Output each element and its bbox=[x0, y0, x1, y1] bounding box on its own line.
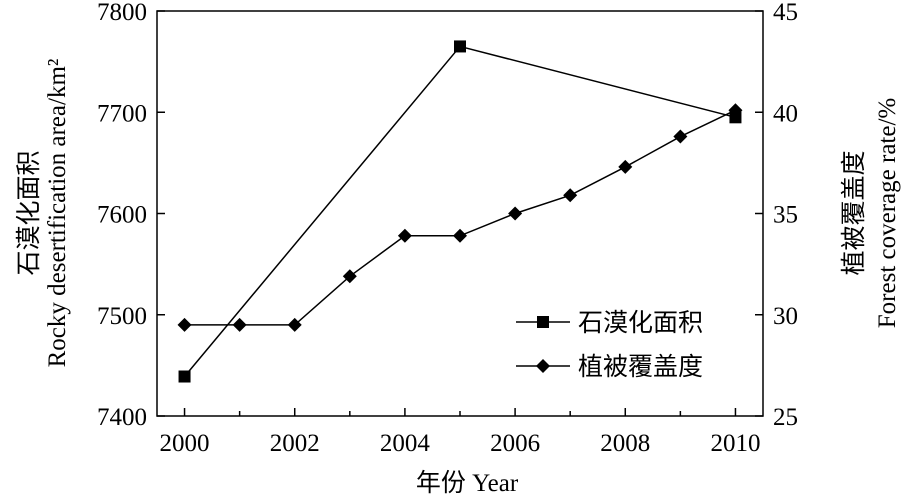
left-axis-title-en: Rocky desertification area/km² bbox=[44, 59, 71, 368]
data-point-diamond bbox=[177, 317, 192, 332]
data-point-diamond bbox=[728, 103, 743, 118]
y-left-tick-label: 7600 bbox=[97, 202, 147, 229]
y-left-tick-label: 7800 bbox=[97, 0, 147, 26]
x-tick-label: 2000 bbox=[160, 430, 210, 457]
legend-marker-diamond bbox=[536, 359, 550, 373]
ticks: 2000 2002 2004 2006 2008 2010 7400 7500 7600 7700… bbox=[97, 0, 798, 457]
left-axis-title-cn: 石漠化面积 bbox=[15, 150, 43, 275]
series-line-coverage bbox=[184, 109, 736, 326]
x-tick-label: 2008 bbox=[600, 430, 650, 457]
legend-item-coverage: 植被覆盖度 bbox=[516, 353, 703, 381]
right-axis-title: 植被覆盖度 Forest coverage rate/% bbox=[840, 98, 901, 328]
data-point-diamond bbox=[508, 206, 523, 221]
data-point-diamond bbox=[673, 129, 688, 144]
y-right-tick-label: 25 bbox=[773, 404, 798, 431]
x-tick-label: 2010 bbox=[710, 430, 760, 457]
right-axis-title-en: Forest coverage rate/% bbox=[874, 98, 901, 328]
data-point-diamond bbox=[563, 188, 578, 203]
legend-item-area: 石漠化面积 bbox=[516, 309, 703, 337]
data-point-diamond bbox=[618, 159, 633, 174]
x-tick-label: 2004 bbox=[380, 430, 431, 457]
y-right-tick-label: 40 bbox=[773, 100, 798, 127]
y-right-tick-label: 35 bbox=[773, 202, 798, 229]
series bbox=[177, 40, 743, 383]
legend: 石漠化面积 植被覆盖度 bbox=[516, 309, 703, 381]
legend-label-coverage: 植被覆盖度 bbox=[578, 353, 703, 381]
legend-label-area: 石漠化面积 bbox=[578, 309, 703, 337]
data-point-diamond bbox=[287, 317, 302, 332]
y-right-tick-label: 45 bbox=[773, 0, 798, 26]
data-point-diamond bbox=[232, 317, 247, 332]
y-left-tick-label: 7700 bbox=[97, 100, 147, 127]
right-axis-title-cn: 植被覆盖度 bbox=[840, 150, 868, 275]
data-point-square bbox=[729, 111, 742, 124]
data-point-diamond bbox=[397, 228, 412, 243]
y-left-tick-label: 7500 bbox=[97, 303, 147, 330]
y-right-tick-label: 30 bbox=[773, 303, 798, 330]
left-axis-title: 石漠化面积 Rocky desertification area/km² bbox=[15, 59, 71, 368]
data-point-diamond bbox=[453, 228, 467, 243]
data-point-square bbox=[454, 40, 466, 53]
y-left-tick-label: 7400 bbox=[97, 404, 147, 431]
data-point-diamond bbox=[342, 269, 357, 284]
legend-marker-square bbox=[537, 316, 549, 328]
x-tick-label: 2002 bbox=[270, 430, 320, 457]
x-tick-label: 2006 bbox=[490, 430, 540, 457]
x-axis-title: 年份 Year bbox=[416, 469, 519, 497]
data-point-square bbox=[178, 370, 191, 383]
